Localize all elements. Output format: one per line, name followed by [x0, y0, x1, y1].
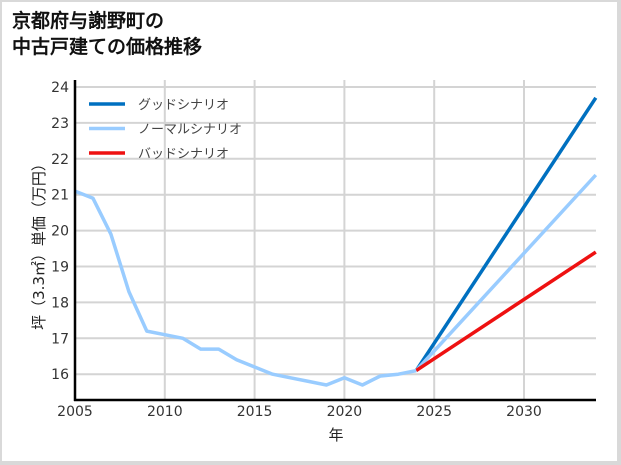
y-tick-label: 17 — [51, 331, 69, 347]
x-tick-label: 2025 — [416, 404, 452, 420]
chart-title: 京都府与謝野町の 中古戸建ての価格推移 — [12, 8, 202, 60]
x-tick-label: 2030 — [506, 404, 542, 420]
y-tick-label: 24 — [51, 80, 69, 96]
series-line — [414, 173, 598, 372]
axes — [73, 80, 596, 402]
x-tick-label: 2010 — [147, 404, 183, 420]
y-axis-label: 坪（3.3㎡）単価（万円） — [30, 156, 48, 330]
y-tick-label: 16 — [51, 367, 69, 383]
y-tick-label: 21 — [51, 188, 69, 204]
x-axis-label: 年 — [328, 426, 343, 444]
x-tick-label: 2005 — [57, 404, 93, 420]
legend-label: ノーマルシナリオ — [138, 123, 242, 138]
y-tick-label: 23 — [51, 116, 69, 132]
y-tick-label: 18 — [51, 295, 69, 311]
x-tick-label: 2020 — [327, 404, 363, 420]
tick-labels: 16 17 18 19 20 21 22 23 24 2005 2010 2015 2020 2025 20… — [51, 80, 542, 420]
x-tick-label: 2015 — [237, 404, 273, 420]
series-line — [415, 250, 597, 373]
y-tick-label: 19 — [51, 260, 69, 276]
series-line — [74, 189, 417, 387]
y-tick-label: 22 — [51, 152, 69, 168]
legend-label: バッドシナリオ — [138, 147, 229, 162]
y-tick-label: 20 — [51, 224, 69, 240]
legend-label: グッドシナリオ — [138, 98, 229, 113]
title-line-1: 京都府与謝野町の — [12, 10, 165, 32]
data-series — [74, 96, 598, 387]
series-line — [414, 96, 598, 372]
title-line-2: 中古戸建ての価格推移 — [12, 36, 203, 58]
